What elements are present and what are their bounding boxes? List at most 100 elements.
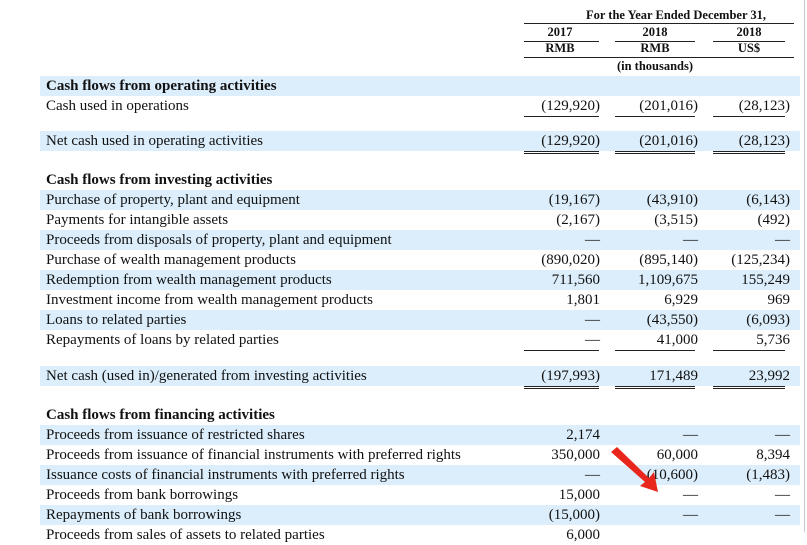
row-label: Redemption from wealth management produc… [46, 272, 332, 288]
table-row: Purchase of wealth management products (8… [40, 250, 800, 270]
col-year-1: 2018 [642, 25, 668, 39]
cell-value: (492) [757, 212, 791, 228]
cell-value: — [775, 487, 790, 503]
cell-value: 711,560 [551, 272, 600, 288]
row-label: Loans to related parties [46, 312, 187, 328]
cell-value: — [683, 427, 698, 443]
cell-value: (28,123) [738, 98, 790, 114]
table-row: Cash flows from operating activities [40, 76, 800, 96]
row-label: Repayments of bank borrowings [46, 507, 242, 523]
cell-value: 350,000 [551, 447, 600, 463]
row-label: Proceeds from issuance of restricted sha… [46, 427, 305, 443]
cell-value: — [585, 232, 600, 248]
row-label: Purchase of wealth management products [46, 252, 296, 268]
cell-value: — [585, 312, 600, 328]
cell-value: (3,515) [654, 212, 698, 228]
col-currency-0: RMB [545, 41, 575, 55]
divider [713, 41, 785, 42]
cell-value: — [775, 507, 790, 523]
cell-value: 15,000 [558, 487, 600, 503]
subtotal-underline [713, 350, 785, 351]
table-row: Net cash (used in)/generated from invest… [40, 366, 800, 386]
row-label: Cash used in operations [46, 98, 189, 114]
table-row: Cash used in operations (129,920) (201,016… [40, 96, 800, 116]
cell-value: — [775, 232, 790, 248]
cell-value: — [585, 467, 600, 483]
total-double-underline [713, 386, 785, 389]
table-row: Investment income from wealth management… [40, 290, 800, 310]
cell-value: (15,000) [548, 507, 600, 523]
row-label: Proceeds from bank borrowings [46, 487, 239, 503]
cell-value: (125,234) [731, 252, 790, 268]
total-double-underline [524, 151, 599, 154]
col-year-2: 2018 [736, 25, 762, 39]
total-double-underline [615, 386, 695, 389]
cell-value: 155,249 [741, 272, 790, 288]
cell-value: (197,993) [541, 368, 600, 384]
cell-value: 1,801 [566, 292, 600, 308]
cell-value: (129,920) [541, 98, 600, 114]
cell-value: (1,483) [746, 467, 790, 483]
total-double-underline [713, 151, 785, 154]
divider [615, 41, 695, 42]
divider [524, 57, 794, 58]
divider [524, 23, 794, 24]
cell-value: 1,109,675 [638, 272, 698, 288]
total-double-underline [615, 151, 695, 154]
cell-value: (2,167) [556, 212, 600, 228]
table-row: Proceeds from disposals of property, pla… [40, 230, 800, 250]
table-row: Proceeds from issuance of restricted sha… [40, 425, 800, 445]
units-note: (in thousands) [616, 59, 694, 73]
cell-value: — [683, 487, 698, 503]
subtotal-underline [713, 116, 785, 117]
row-label: Net cash (used in)/generated from invest… [46, 368, 367, 384]
cell-value: (43,910) [646, 192, 698, 208]
cell-value: 5,736 [756, 332, 790, 348]
row-label: Repayments of loans by related parties [46, 332, 279, 348]
col-year-0: 2017 [547, 25, 573, 39]
row-label: Proceeds from disposals of property, pla… [46, 232, 392, 248]
cell-value: — [585, 332, 600, 348]
subtotal-underline [615, 350, 695, 351]
cell-value: 23,992 [748, 368, 790, 384]
cell-value: 6,929 [664, 292, 698, 308]
cell-value: (6,093) [746, 312, 790, 328]
subtotal-underline [615, 116, 695, 117]
cell-value: (201,016) [639, 133, 698, 149]
cell-value: 2,174 [566, 427, 600, 443]
table-row: Payments for intangible assets (2,167) (3,… [40, 210, 800, 230]
subtotal-underline [524, 116, 599, 117]
row-label: Proceeds from issuance of financial inst… [46, 447, 461, 463]
col-currency-1: RMB [640, 41, 670, 55]
row-label: Purchase of property, plant and equipmen… [46, 192, 300, 208]
cell-value: 171,489 [649, 368, 698, 384]
cell-value: (895,140) [639, 252, 698, 268]
section-heading: Cash flows from investing activities [46, 172, 273, 188]
table-row: Proceeds from issuance of financial inst… [40, 445, 800, 465]
table-row: Loans to related parties — (43,550) (6,093) [40, 310, 800, 330]
cell-value: — [775, 427, 790, 443]
cell-value: (890,020) [541, 252, 600, 268]
table-row: Cash flows from investing activities [40, 170, 800, 190]
table-row: Issuance costs of financial instruments … [40, 465, 800, 485]
col-currency-2: US$ [737, 41, 761, 55]
cell-value: (6,143) [746, 192, 790, 208]
table-row: Repayments of loans by related parties — 4… [40, 330, 800, 350]
cell-value: (129,920) [541, 133, 600, 149]
total-double-underline [524, 386, 599, 389]
cell-value: (19,167) [548, 192, 600, 208]
table-row: Repayments of bank borrowings (15,000) — — [40, 505, 800, 525]
cell-value: 41,000 [656, 332, 698, 348]
row-label: Investment income from wealth management… [46, 292, 373, 308]
section-heading: Cash flows from operating activities [46, 78, 277, 94]
right-border [804, 0, 805, 532]
cell-value: 8,394 [756, 447, 790, 463]
section-heading: Cash flows from financing activities [46, 407, 275, 423]
period-header: For the Year Ended December 31, [585, 8, 767, 22]
table-row: Redemption from wealth management produc… [40, 270, 800, 290]
divider [524, 41, 599, 42]
cell-value: — [683, 507, 698, 523]
table-row: Net cash used in operating activities (12… [40, 131, 800, 151]
arrow-icon [611, 447, 658, 492]
subtotal-underline [524, 350, 599, 351]
